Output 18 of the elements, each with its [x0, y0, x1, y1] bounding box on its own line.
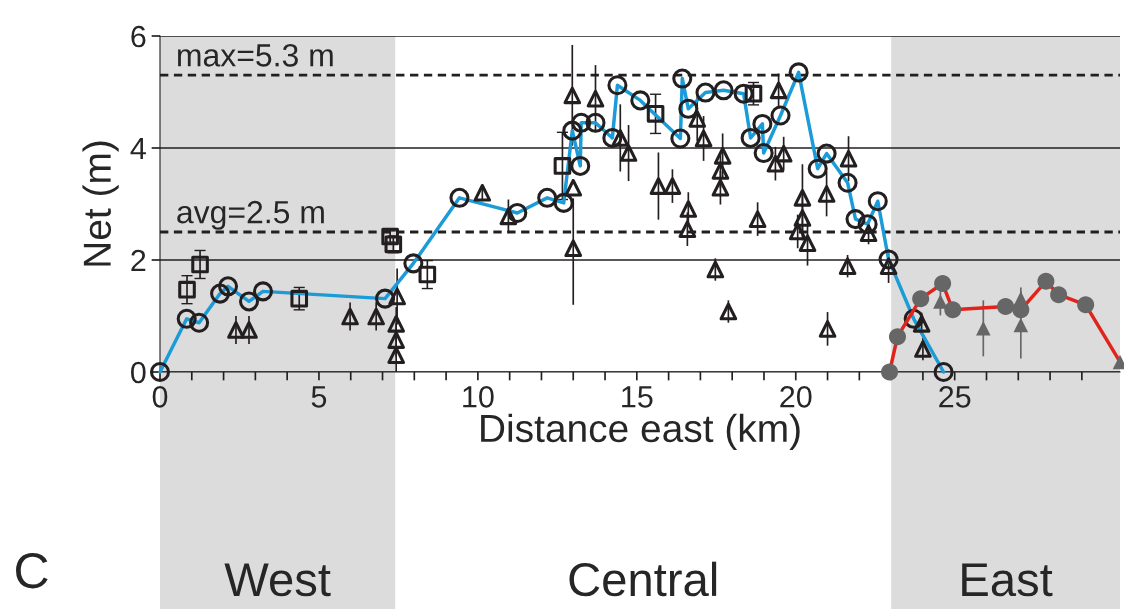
x-tick-label: 5	[311, 386, 327, 408]
x-tick-label: 15	[622, 386, 653, 408]
y-tick-label: 2	[131, 249, 146, 272]
x-tick-label: 0	[152, 386, 168, 408]
y-tick-label: 4	[130, 138, 146, 160]
x-axis-title: Distance east (km)	[481, 413, 800, 450]
text: Central	[569, 561, 717, 597]
ref-line-label: max=5.3 m	[178, 44, 333, 67]
ref-line-label: avg=2.5 m	[177, 200, 324, 230]
band-label: West	[224, 563, 331, 597]
x-tick-label: 25	[939, 386, 971, 408]
text: C	[16, 553, 48, 589]
y-tick-label: 6	[131, 25, 146, 48]
y-axis-title: Net (m)	[82, 141, 119, 266]
x-tick-label: 20	[780, 386, 812, 408]
x-tick-label: 10	[463, 386, 494, 408]
band-label: East	[962, 563, 1053, 597]
y-tick-label: 0	[131, 361, 146, 384]
